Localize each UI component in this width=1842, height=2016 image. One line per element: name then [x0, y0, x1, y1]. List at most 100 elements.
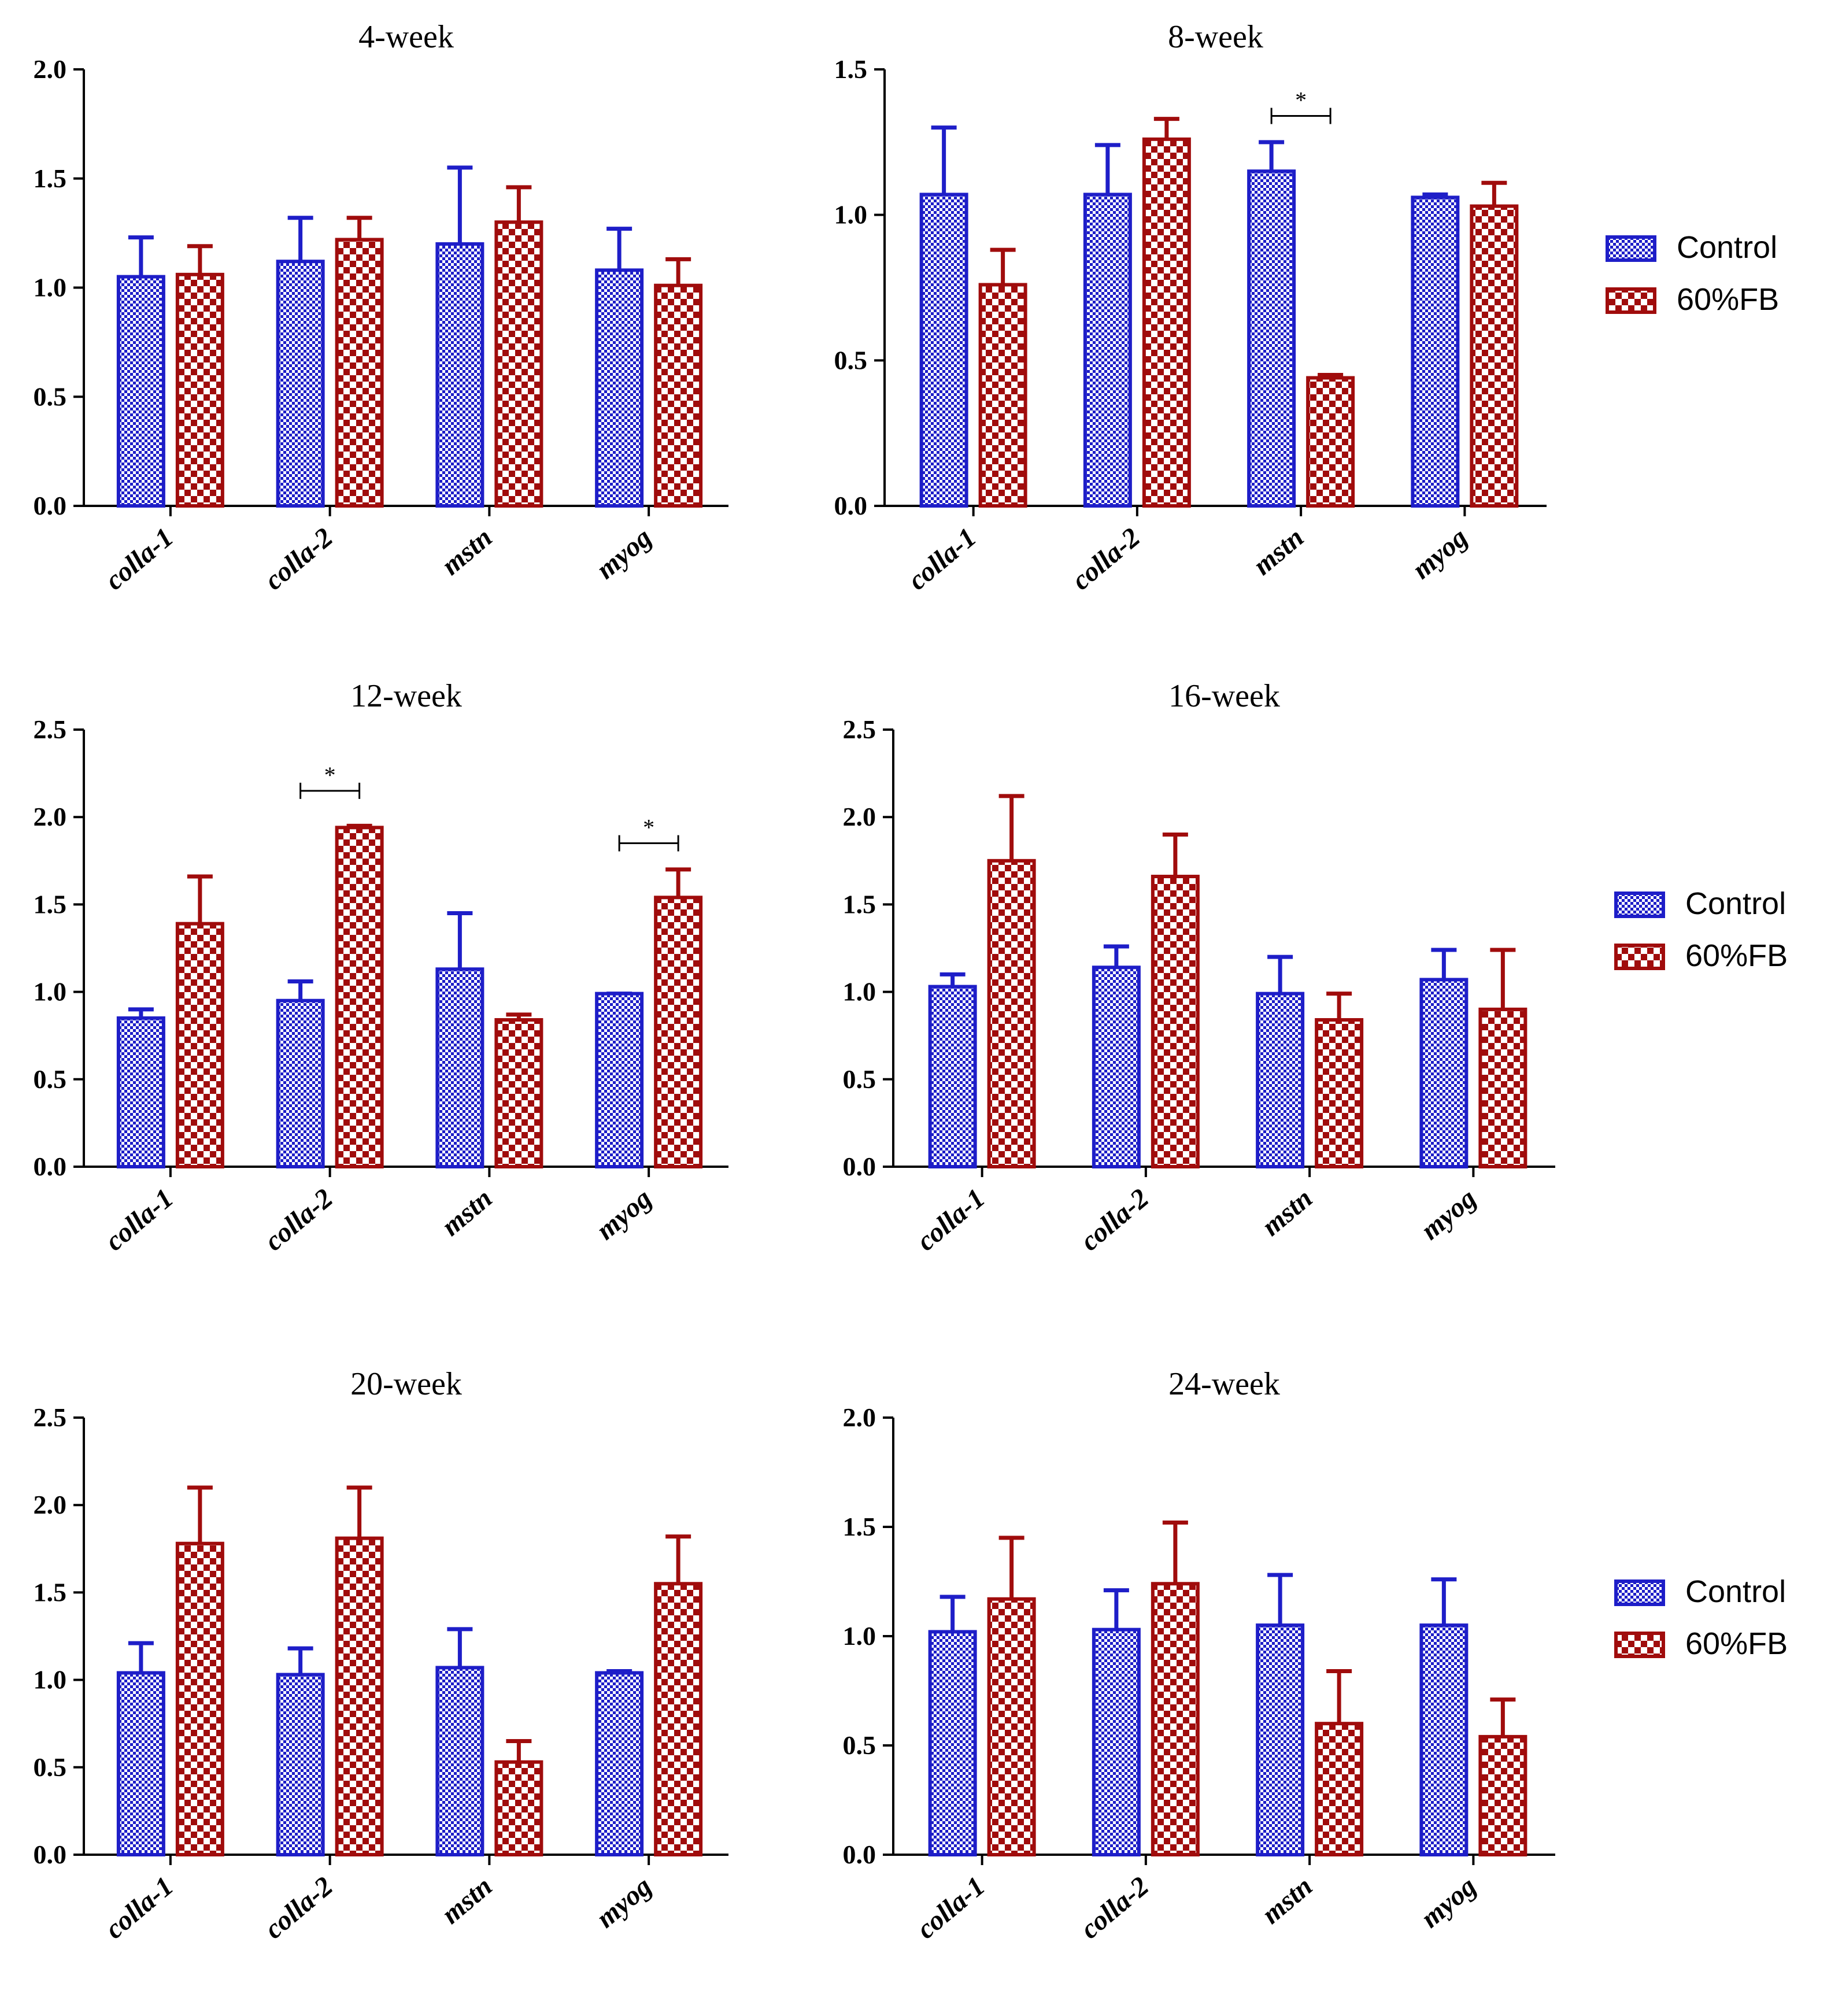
bar-fb-mstn	[1306, 376, 1355, 508]
chart-title: 8-week	[1168, 19, 1263, 55]
y-tick-label: 2.0	[34, 54, 67, 84]
bar-control-colla-2	[1092, 966, 1141, 1169]
bar-fb-colla-1	[987, 1597, 1036, 1856]
bar-control-myog	[1419, 978, 1469, 1168]
y-tick-label: 1.0	[834, 200, 868, 230]
bar-fb-mstn	[494, 1018, 543, 1169]
bar-control-colla-2	[1092, 1627, 1141, 1856]
bar-control-colla-2	[276, 998, 325, 1168]
y-tick-label: 1.0	[34, 977, 67, 1007]
x-tick-label: colla-1	[911, 1183, 990, 1257]
x-tick-label: colla-2	[258, 1183, 338, 1257]
bar-fb-mstn	[494, 220, 543, 508]
y-tick-label: 2.5	[843, 715, 876, 744]
chart-title: 16-week	[1168, 678, 1280, 714]
y-tick-label: 0.5	[34, 1752, 67, 1782]
bar-control-mstn	[435, 242, 484, 508]
bar-control-myog	[1411, 195, 1460, 508]
x-tick-label: colla-2	[258, 1871, 338, 1945]
x-tick-label: mstn	[436, 1871, 498, 1930]
bar-control-myog	[595, 992, 644, 1169]
y-tick-label: 2.0	[843, 1403, 876, 1432]
bar-fb-myog	[654, 1582, 703, 1857]
y-tick-label: 0.0	[34, 1840, 67, 1869]
bar-fb-myog	[1470, 204, 1519, 508]
y-tick-label: 1.5	[34, 889, 67, 919]
bar-fb-colla-2	[335, 826, 384, 1168]
bar-fb-colla-2	[1142, 137, 1191, 508]
y-tick-label: 0.5	[834, 345, 868, 375]
x-tick-label: myog	[1415, 1183, 1482, 1246]
y-tick-label: 0.0	[843, 1840, 876, 1869]
bar-fb-mstn	[1315, 1722, 1364, 1856]
y-tick-label: 1.5	[843, 889, 876, 919]
bar-control-colla-1	[116, 1016, 165, 1168]
y-tick-label: 0.0	[34, 491, 67, 520]
legend-label-control: Control	[1685, 886, 1786, 921]
bar-fb-colla-1	[175, 922, 224, 1168]
y-tick-label: 2.0	[34, 1490, 67, 1519]
chart-title: 20-week	[350, 1366, 462, 1402]
x-tick-label: colla-2	[1066, 522, 1146, 596]
x-tick-label: colla-1	[99, 1871, 179, 1945]
bar-control-colla-1	[928, 1630, 977, 1856]
x-tick-label: mstn	[1256, 1183, 1319, 1242]
bar-fb-colla-2	[1151, 875, 1200, 1168]
bar-fb-colla-2	[335, 1536, 384, 1856]
y-tick-label: 1.0	[843, 977, 876, 1007]
y-tick-label: 1.0	[34, 273, 67, 302]
y-tick-label: 0.0	[843, 1152, 876, 1181]
chart-title: 4-week	[358, 19, 454, 55]
y-tick-label: 1.5	[834, 54, 868, 84]
y-tick-label: 0.5	[843, 1730, 876, 1760]
legend-swatch-fb	[1614, 1632, 1665, 1658]
x-tick-label: myog	[590, 1871, 657, 1934]
x-tick-label: colla-1	[911, 1871, 990, 1945]
y-tick-label: 1.0	[34, 1665, 67, 1695]
x-tick-label: colla-1	[99, 1183, 179, 1257]
y-tick-label: 2.0	[843, 802, 876, 831]
legend-swatch-control	[1606, 235, 1656, 262]
chart-title: 24-week	[1168, 1366, 1280, 1402]
x-tick-label: mstn	[1248, 522, 1310, 581]
bar-control-colla-2	[276, 1673, 325, 1857]
significance-label: *	[324, 762, 336, 788]
y-tick-label: 0.0	[834, 491, 868, 520]
bar-control-colla-1	[116, 275, 165, 508]
y-tick-label: 1.5	[34, 1577, 67, 1607]
y-tick-label: 2.5	[34, 715, 67, 744]
y-tick-label: 0.5	[843, 1064, 876, 1094]
bar-fb-colla-2	[1151, 1582, 1200, 1857]
x-tick-label: myog	[1407, 522, 1474, 585]
significance-label: *	[1295, 87, 1307, 113]
chart-panel-6: 24-week 0.0 0.5 1.0 1.5 2.0 colla-1 colla-2 mstn…	[843, 1366, 1788, 1945]
x-tick-label: myog	[590, 1183, 657, 1246]
significance-label: *	[643, 815, 654, 841]
chart-panel-3: 12-week 0.0 0.5 1.0 1.5 2.0 2.5 colla-1 colla-2 m…	[34, 678, 728, 1257]
bar-fb-colla-1	[175, 1541, 224, 1856]
chart-panel-5: 20-week 0.0 0.5 1.0 1.5 2.0 2.5 colla-1 colla-2 m…	[34, 1366, 728, 1945]
bar-control-colla-1	[919, 193, 968, 508]
bar-control-mstn	[1256, 992, 1305, 1169]
bar-fb-colla-1	[987, 859, 1036, 1169]
bar-fb-colla-2	[335, 238, 384, 508]
y-tick-label: 0.5	[34, 1064, 67, 1094]
x-tick-label: colla-2	[258, 522, 338, 596]
bar-control-colla-2	[276, 260, 325, 508]
bar-fb-myog	[654, 896, 703, 1168]
legend-swatch-fb	[1614, 944, 1665, 970]
x-tick-label: myog	[1415, 1871, 1482, 1934]
legend-label-fb: 60%FB	[1685, 1626, 1788, 1661]
y-tick-label: 1.0	[843, 1621, 876, 1651]
y-tick-label: 1.5	[34, 164, 67, 193]
x-tick-label: mstn	[436, 1183, 498, 1242]
chart-panel-2: 8-week 0.0 0.5 1.0 1.5 colla-1 colla-2 mstn myog…	[834, 19, 1780, 596]
x-tick-label: mstn	[436, 522, 498, 581]
x-tick-label: mstn	[1256, 1871, 1319, 1930]
chart-panel-4: 16-week 0.0 0.5 1.0 1.5 2.0 2.5 colla-1 colla-2 m…	[843, 678, 1788, 1257]
legend-label-control: Control	[1685, 1574, 1786, 1609]
bar-fb-myog	[654, 283, 703, 508]
bar-control-mstn	[1256, 1623, 1305, 1857]
bar-control-mstn	[1247, 169, 1296, 508]
